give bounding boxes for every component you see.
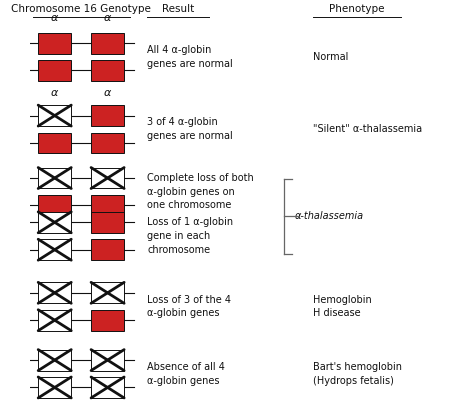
Text: Phenotype: Phenotype [329, 5, 384, 14]
Bar [38, 377, 71, 398]
Bar [38, 282, 71, 303]
Text: Complete loss of both
α-globin genes on
one chromosome: Complete loss of both α-globin genes on … [147, 173, 254, 210]
Bar [38, 239, 71, 260]
Bar [91, 60, 124, 81]
Text: Normal: Normal [312, 52, 348, 62]
Bar [91, 239, 124, 260]
Text: Chromosome 16 Genotype: Chromosome 16 Genotype [11, 5, 151, 14]
Text: Result: Result [162, 5, 194, 14]
Text: α: α [51, 12, 58, 23]
Bar [91, 282, 124, 303]
Text: Absence of all 4
α-globin genes: Absence of all 4 α-globin genes [147, 362, 225, 386]
Text: "Silent" α-thalassemia: "Silent" α-thalassemia [312, 124, 422, 134]
Text: α-thalassemia: α-thalassemia [295, 211, 364, 221]
Bar [91, 133, 124, 153]
Text: Loss of 1 α-globin
gene in each
chromosome: Loss of 1 α-globin gene in each chromoso… [147, 218, 233, 255]
Bar [91, 168, 124, 189]
Bar [38, 33, 71, 54]
Bar [91, 350, 124, 370]
Text: 3 of 4 α-globin
genes are normal: 3 of 4 α-globin genes are normal [147, 117, 233, 141]
Bar [91, 377, 124, 398]
Bar [38, 60, 71, 81]
Text: α: α [104, 88, 111, 98]
Text: Loss of 3 of the 4
α-globin genes: Loss of 3 of the 4 α-globin genes [147, 295, 231, 318]
Bar [91, 105, 124, 126]
Bar [38, 195, 71, 216]
Text: Bart's hemoglobin
(Hydrops fetalis): Bart's hemoglobin (Hydrops fetalis) [312, 362, 401, 386]
Bar [38, 133, 71, 153]
Bar [38, 310, 71, 331]
Bar [91, 195, 124, 216]
Bar [38, 105, 71, 126]
Bar [38, 212, 71, 233]
Bar [91, 310, 124, 331]
Bar [91, 33, 124, 54]
Bar [91, 212, 124, 233]
Text: All 4 α-globin
genes are normal: All 4 α-globin genes are normal [147, 45, 233, 68]
Text: α: α [104, 12, 111, 23]
Text: Hemoglobin
H disease: Hemoglobin H disease [312, 295, 371, 318]
Text: α: α [51, 88, 58, 98]
Bar [38, 350, 71, 370]
Bar [38, 168, 71, 189]
